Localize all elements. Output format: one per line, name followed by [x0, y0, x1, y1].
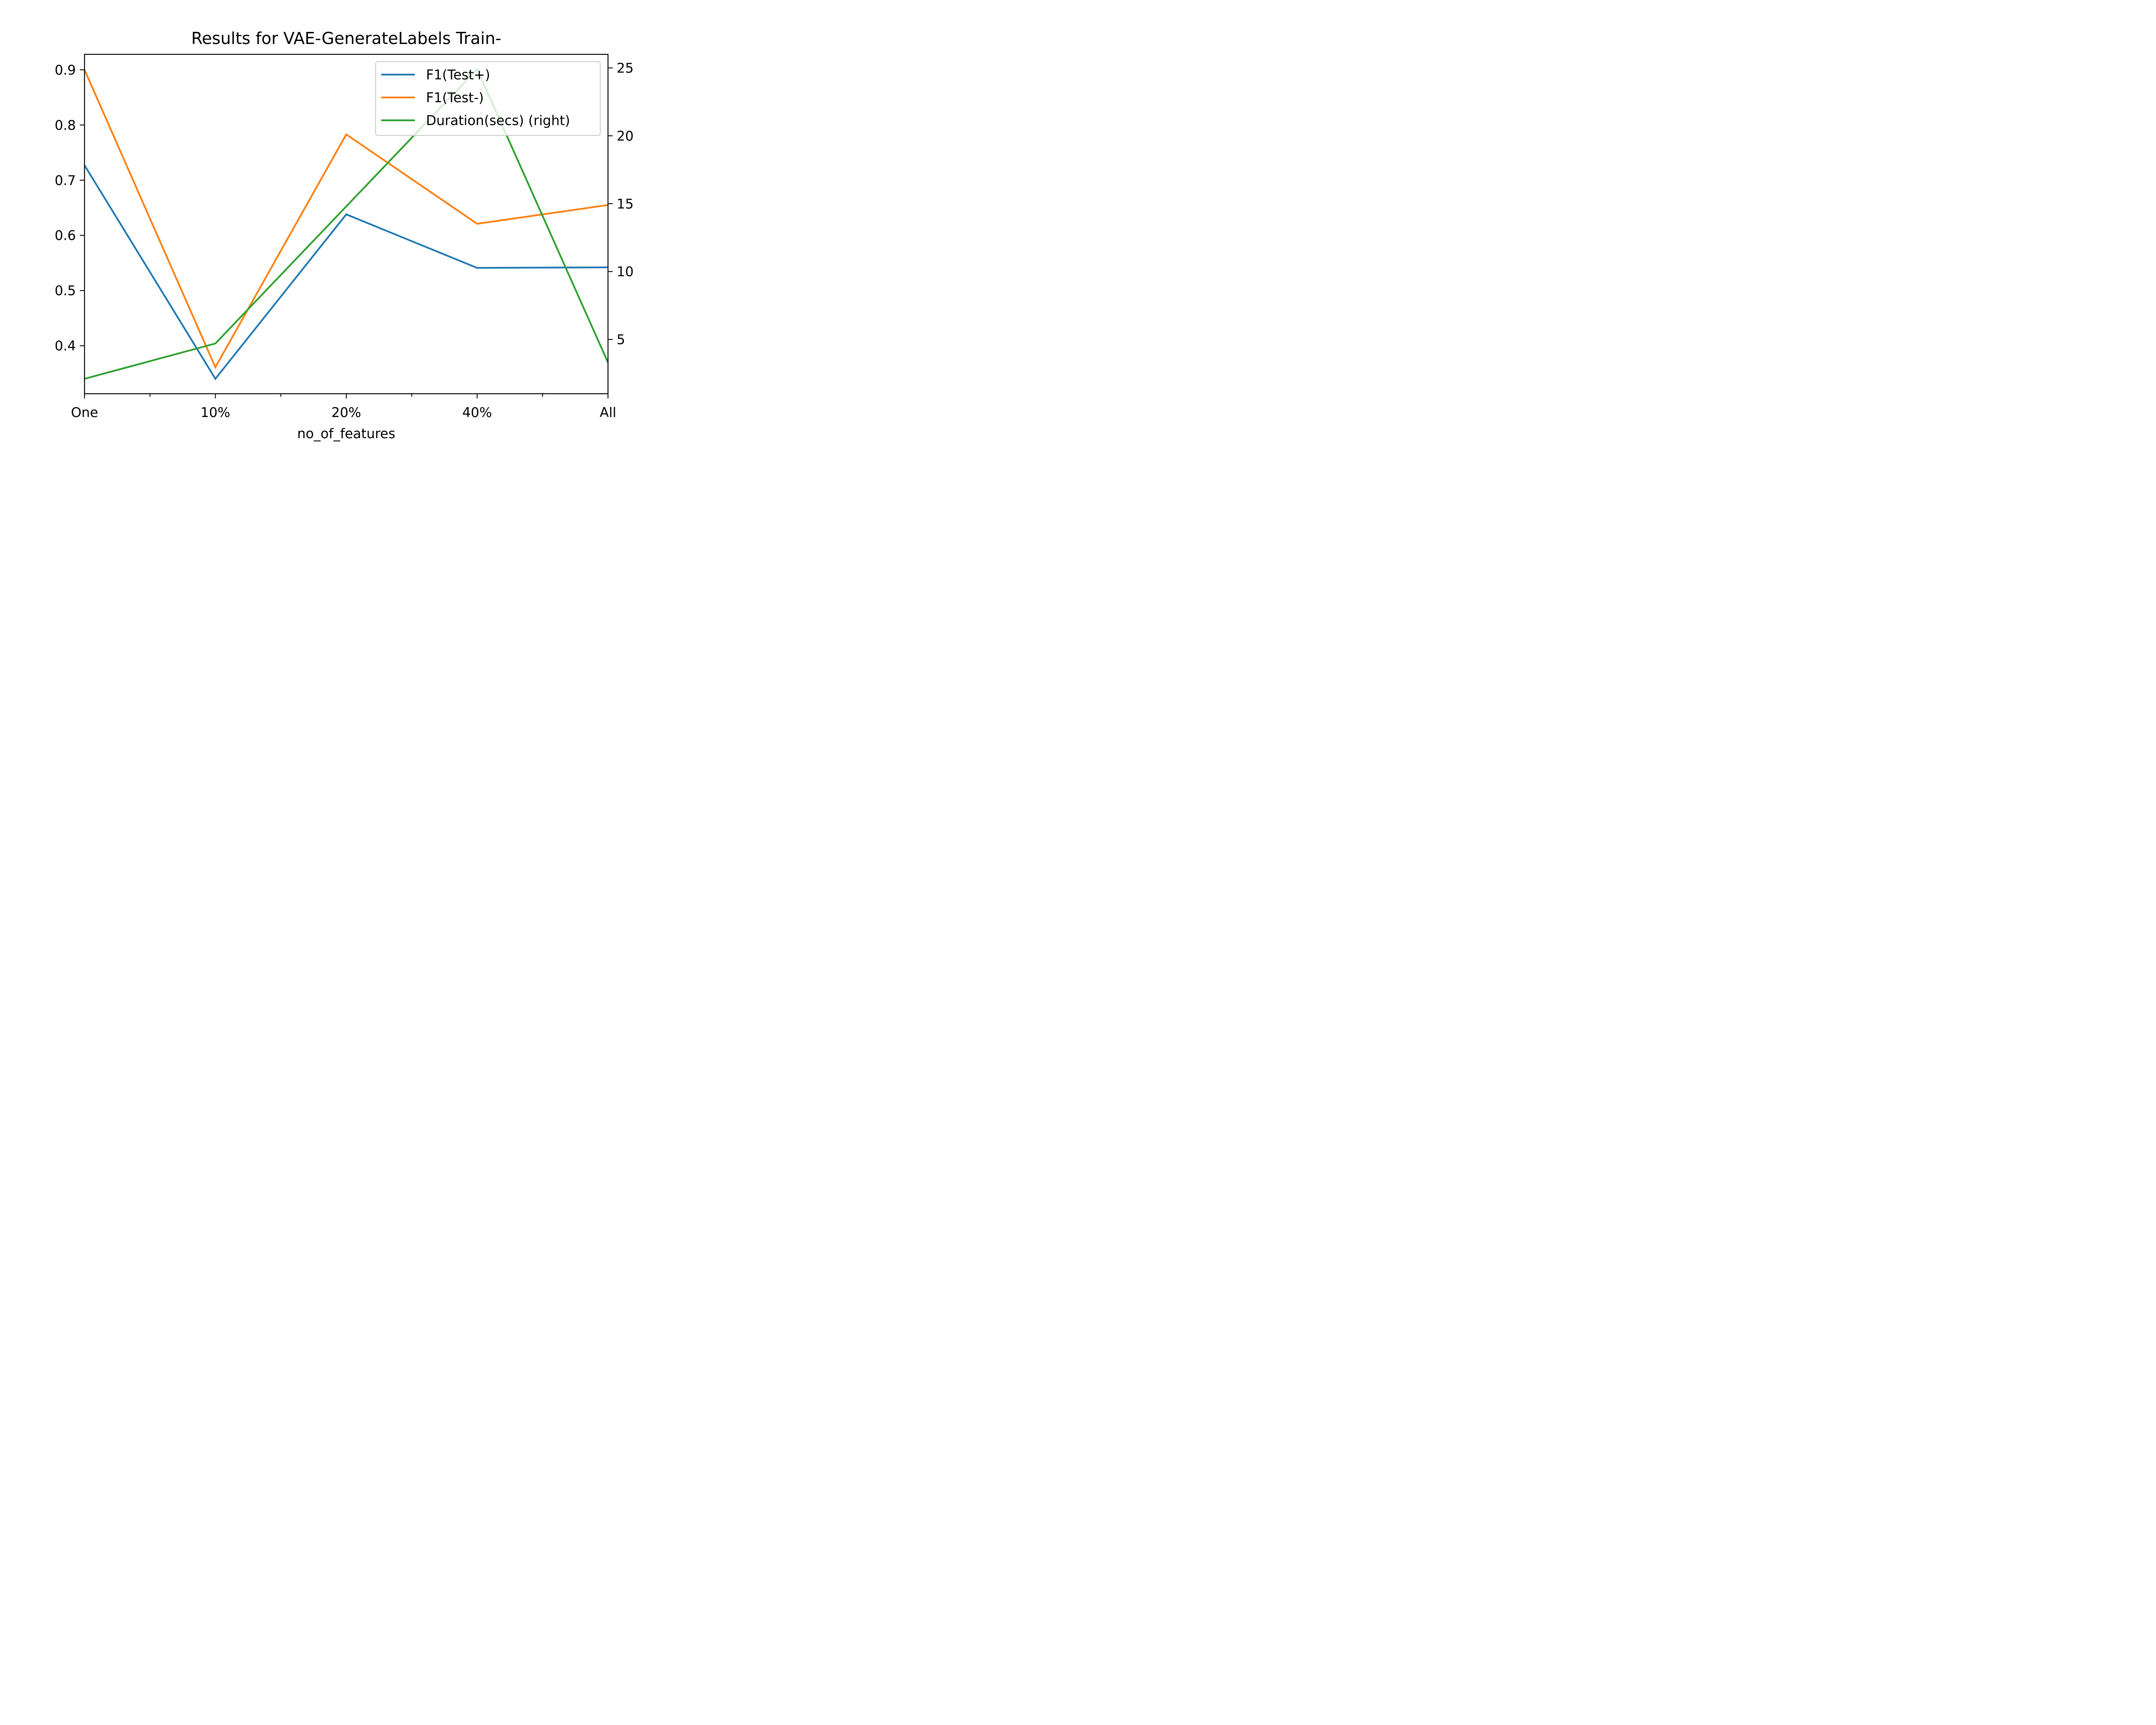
- y-tick-label-right: 10: [617, 264, 633, 280]
- legend-entry: Duration(secs) (right): [426, 113, 570, 129]
- y-tick-label-right: 20: [617, 129, 633, 144]
- y-tick-label-left: 0.5: [55, 283, 76, 299]
- x-tick-label: All: [600, 405, 616, 420]
- y-tick-label-right: 5: [617, 332, 625, 348]
- y-axis-right: 5 10 15 20 25: [608, 60, 633, 348]
- x-tick-label: 10%: [201, 405, 230, 420]
- legend-entry: F1(Test-): [426, 90, 484, 106]
- y-tick-label-left: 0.4: [55, 339, 76, 354]
- y-tick-label-left: 0.8: [55, 118, 76, 133]
- y-tick-label-left: 0.6: [55, 228, 76, 244]
- y-tick-label-right: 25: [617, 60, 633, 76]
- x-tick-label: One: [71, 405, 98, 420]
- y-tick-label-left: 0.7: [55, 173, 76, 188]
- series-layer: [84, 68, 609, 380]
- legend-entry: F1(Test+): [426, 67, 490, 83]
- series-line-0: [84, 165, 608, 380]
- legend-box: [375, 61, 601, 136]
- y-tick-label-right: 15: [617, 196, 633, 212]
- series-line-2: [84, 68, 609, 380]
- x-tick-label: 20%: [332, 405, 361, 420]
- y-axis-left: 0.4 0.5 0.6 0.7 0.8 0.9: [55, 63, 85, 354]
- legend: F1(Test+) F1(Test-) Duration(secs) (right): [375, 61, 601, 136]
- x-tick-label: 40%: [462, 405, 492, 420]
- series-line-1: [84, 69, 608, 370]
- line-chart: Results for VAE-GenerateLabels Train- On…: [55, 29, 634, 442]
- x-axis-label: no_of_features: [297, 426, 395, 442]
- x-axis: One 10% 20% 40% All: [71, 394, 616, 420]
- y-tick-label-left: 0.9: [55, 63, 76, 78]
- chart-title: Results for VAE-GenerateLabels Train-: [191, 29, 501, 48]
